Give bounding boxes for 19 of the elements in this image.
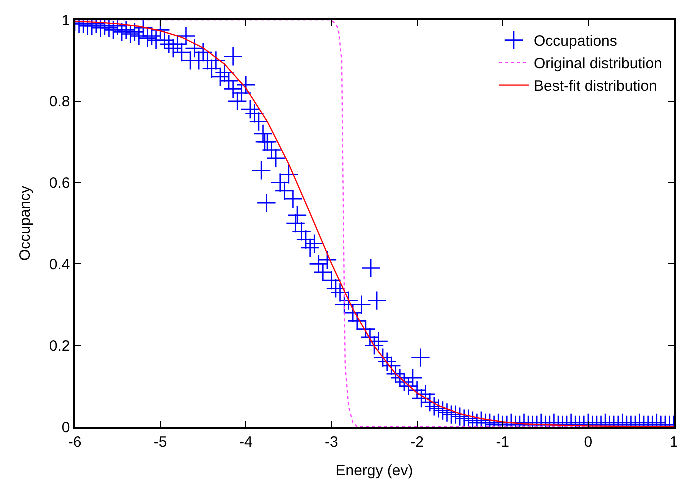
- y-tick-label: 0.8: [49, 94, 70, 111]
- y-tick-label: 0.4: [49, 256, 70, 274]
- x-tick-label: -1: [496, 434, 510, 451]
- y-axis-title: Occupancy: [17, 185, 34, 262]
- y-tick-label: 0: [62, 419, 70, 436]
- legend-label: Original distribution: [534, 56, 662, 73]
- y-tick-label: 0.6: [49, 175, 70, 192]
- x-tick-label: -2: [410, 434, 424, 451]
- x-tick-label: -6: [68, 434, 82, 451]
- x-tick-label: -3: [325, 434, 338, 451]
- x-axis-title: Energy (ev): [336, 462, 414, 480]
- legend-label: Occupations: [534, 33, 618, 50]
- y-tick-label: 1: [62, 12, 70, 30]
- x-tick-label: -4: [239, 434, 253, 451]
- x-tick-label: 0: [584, 434, 593, 451]
- x-tick-label: -5: [154, 434, 168, 451]
- y-tick-label: 0.2: [49, 338, 70, 355]
- legend-label: Best-fit distribution: [534, 78, 658, 96]
- x-tick-label: 1: [670, 434, 678, 451]
